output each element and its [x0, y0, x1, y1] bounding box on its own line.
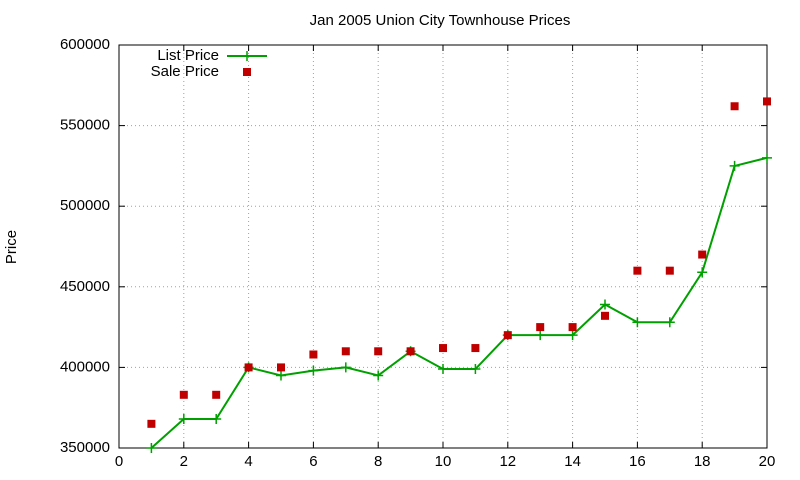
point-marker	[309, 350, 318, 359]
point-marker	[341, 347, 350, 356]
point-marker	[211, 413, 222, 424]
x-tick-label: 4	[244, 453, 252, 470]
point-marker	[439, 344, 447, 353]
point-marker	[147, 419, 156, 428]
x-tick-label: 18	[694, 453, 711, 470]
x-tick-label: 14	[564, 453, 581, 470]
x-tick-label: 2	[180, 453, 188, 470]
legend-marker	[242, 51, 252, 61]
point-marker	[567, 330, 578, 341]
legend-marker	[243, 68, 251, 76]
point-marker	[308, 365, 319, 376]
x-tick-label: 6	[309, 453, 317, 470]
point-marker	[697, 267, 708, 278]
point-marker	[406, 347, 415, 356]
chart-title: Jan 2005 Union City Townhouse Prices	[310, 12, 571, 29]
plot-frame	[118, 44, 768, 449]
legend-label: List Price	[157, 47, 219, 64]
point-marker	[179, 390, 188, 399]
point-marker	[178, 413, 189, 424]
point-marker	[730, 102, 739, 111]
x-tick-label: 10	[435, 453, 452, 470]
point-marker	[276, 370, 286, 381]
point-marker	[212, 390, 221, 399]
y-tick-label: 400000	[60, 358, 110, 375]
point-marker	[568, 323, 577, 332]
y-tick-label: 600000	[60, 36, 110, 53]
point-marker	[146, 443, 157, 453]
y-tick-label: 450000	[60, 278, 110, 295]
y-axis-label: Price	[3, 230, 20, 264]
point-marker	[535, 330, 546, 341]
point-marker	[729, 160, 740, 171]
point-marker	[601, 311, 609, 320]
x-tick-label: 12	[499, 453, 516, 470]
x-tick-label: 8	[374, 453, 382, 470]
point-marker	[438, 364, 448, 375]
x-tick-label: 20	[759, 453, 776, 470]
legend-label: Sale Price	[151, 63, 219, 80]
point-marker	[374, 347, 383, 356]
point-marker	[763, 97, 771, 106]
point-marker	[632, 317, 643, 328]
point-marker	[340, 362, 351, 373]
point-marker	[664, 317, 675, 328]
point-marker	[665, 266, 674, 275]
point-marker	[698, 250, 707, 259]
point-marker	[373, 370, 384, 381]
point-marker	[244, 363, 253, 372]
y-tick-label: 550000	[60, 117, 110, 134]
point-marker	[277, 363, 285, 372]
point-marker	[762, 152, 772, 163]
x-tick-label: 0	[115, 453, 123, 470]
point-marker	[503, 331, 512, 340]
point-marker	[633, 266, 642, 275]
y-tick-label: 350000	[60, 439, 110, 456]
x-tick-label: 16	[629, 453, 646, 470]
point-marker	[471, 344, 480, 353]
series-line	[150, 156, 768, 449]
point-marker	[470, 364, 481, 375]
point-marker	[600, 299, 610, 310]
point-marker	[536, 323, 545, 332]
y-tick-label: 500000	[60, 197, 110, 214]
